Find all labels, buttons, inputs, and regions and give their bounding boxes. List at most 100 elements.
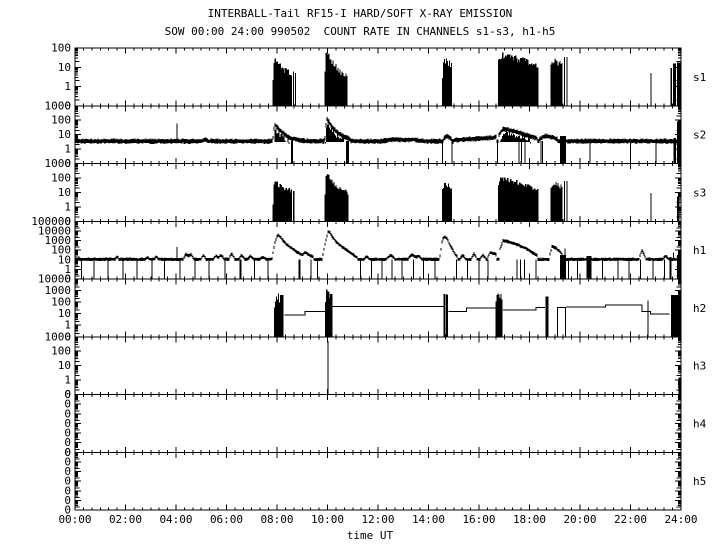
chart-subtitle: SOW 00:00 24:00 990502 COUNT RATE IN CHA…: [164, 25, 556, 38]
y-tick-label: 10: [58, 253, 71, 266]
y-tick-label: 0: [64, 494, 71, 507]
chart-title: INTERBALL-Tail RF15-I HARD/SOFT X-RAY EM…: [207, 7, 513, 20]
panel-frame-h3: [74, 336, 682, 395]
y-tick-label: 10000: [38, 224, 71, 237]
y-tick-label: 0: [64, 446, 71, 459]
block-s1: [672, 63, 676, 106]
y-tick-label: 100: [51, 171, 71, 184]
block-s1: [294, 73, 296, 106]
y-tick-label: 1000: [45, 284, 72, 297]
y-tick-label: 0: [64, 99, 71, 112]
y-tick-label: 0: [64, 484, 71, 497]
y-tick-label: 0: [64, 455, 71, 468]
y-tick-label: 0: [64, 388, 71, 401]
block-h1: [586, 255, 592, 279]
y-tick-label: 0: [64, 273, 71, 286]
block-h1: [677, 255, 681, 279]
burst-s2: [273, 124, 532, 144]
spikes-s3: [564, 181, 652, 222]
block-h2: [443, 294, 446, 337]
y-tick-label: 0: [64, 215, 71, 228]
y-tick-label: 10: [58, 186, 71, 199]
panel-label-s1: s1: [693, 71, 706, 84]
x-tick-label: 20:00: [563, 513, 596, 526]
block-s3: [292, 191, 295, 222]
x-tick-label: 12:00: [361, 513, 394, 526]
y-tick-label: 10: [58, 359, 71, 372]
x-tick-label: 06:00: [210, 513, 243, 526]
spikes-h1: [176, 247, 674, 279]
y-tick-label: 0: [64, 427, 71, 440]
block-h2: [280, 295, 284, 337]
panel-label-h5: h5: [693, 475, 706, 488]
y-tick-label: 10: [58, 128, 71, 141]
ticks-s1: [74, 47, 682, 107]
block-h2: [545, 296, 549, 337]
block-h2: [330, 294, 333, 337]
y-tick-label: 1: [64, 200, 71, 213]
ticks-s3: [74, 163, 682, 222]
block-h2: [670, 295, 681, 337]
panel-label-s3: s3: [693, 186, 706, 199]
panel-frame-s3: [74, 163, 682, 222]
panel-frame-h5: [74, 451, 682, 511]
y-tick-label: 1000: [45, 157, 72, 170]
y-tick-label: 100: [51, 114, 71, 127]
y-tick-label: 0: [64, 330, 71, 343]
y-tick-label: 100: [51, 42, 71, 55]
y-tick-label: 0: [64, 465, 71, 478]
y-tick-label: 1000: [45, 234, 72, 247]
x-tick-label: 08:00: [260, 513, 293, 526]
burst-s1: [272, 52, 563, 106]
x-tick-label: 16:00: [462, 513, 495, 526]
y-tick-label: 0: [64, 407, 71, 420]
y-tick-label: 0: [64, 475, 71, 488]
x-tick-label: 02:00: [109, 513, 142, 526]
box-h2: [556, 306, 566, 338]
ticks-h5: [74, 451, 682, 511]
x-tick-label: 00:00: [58, 513, 91, 526]
x-tick-label: 04:00: [159, 513, 192, 526]
panel-frame-s1: [74, 47, 682, 107]
y-tick-label: 0: [64, 417, 71, 430]
x-tick-label: 24:00: [664, 513, 697, 526]
y-tick-label: 1: [64, 80, 71, 93]
block-h1: [669, 256, 672, 279]
y-tick-label: 1000: [45, 330, 72, 343]
panel-frame-h2: [74, 278, 682, 338]
ticks-h2: [74, 278, 682, 338]
y-tick-label: 1: [64, 143, 71, 156]
x-tick-label: 14:00: [412, 513, 445, 526]
y-tick-label: 10000: [38, 273, 71, 286]
y-tick-label: 100: [51, 296, 71, 309]
y-tick-label: 100: [51, 345, 71, 358]
panel-frame-h4: [74, 394, 682, 453]
y-tick-label: 0: [64, 446, 71, 459]
ticks-h4: [74, 394, 682, 453]
x-axis-title: time UT: [346, 529, 394, 542]
burst-h2: [273, 289, 503, 337]
y-tick-label: 1: [64, 374, 71, 387]
block-h1: [559, 255, 567, 279]
y-tick-label: 1: [64, 319, 71, 332]
panel-label-h1: h1: [693, 244, 706, 257]
y-tick-label: 100000: [31, 215, 71, 228]
steps-h2: [284, 304, 670, 316]
x-tick-label: 10:00: [311, 513, 344, 526]
block-h2: [446, 294, 449, 337]
y-tick-label: 10: [58, 307, 71, 320]
block-s1: [292, 71, 295, 106]
y-tick-label: 0: [64, 388, 71, 401]
panel-label-s2: s2: [693, 129, 706, 142]
y-tick-label: 0: [64, 504, 71, 517]
y-tick-label: 1: [64, 263, 71, 276]
panel-label-h3: h3: [693, 360, 706, 373]
y-tick-label: 1000: [45, 99, 72, 112]
y-tick-label: 0: [64, 436, 71, 449]
x-tick-label: 22:00: [614, 513, 647, 526]
block-s2: [559, 136, 567, 164]
block-s2: [673, 137, 676, 164]
x-tick-label: 18:00: [513, 513, 546, 526]
